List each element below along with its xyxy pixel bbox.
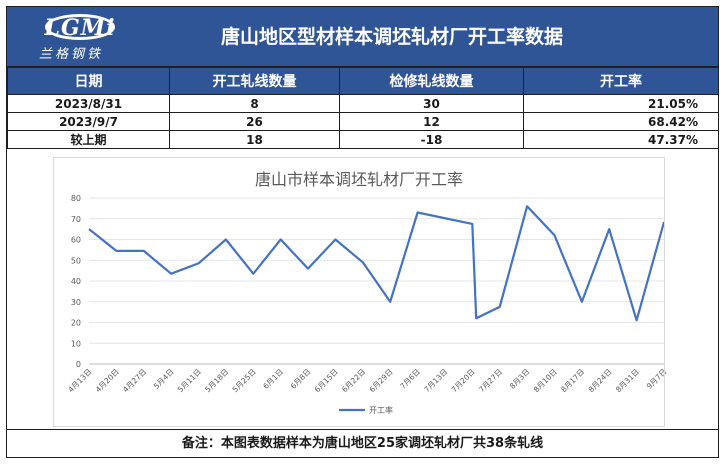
y-tick-label: 30: [71, 298, 81, 307]
chart-title: 唐山市样本调坯轧材厂开工率: [255, 170, 463, 189]
cell-active-lines: 8: [169, 94, 340, 113]
chart-container: 唐山市样本调坯轧材厂开工率 0 10 20 30 40 50 60 70 80 4月13日 4月2…: [13, 153, 713, 431]
y-tick-label: 70: [71, 215, 81, 224]
y-tick-label: 60: [71, 236, 81, 245]
cell-utilization-rate: 68.42%: [523, 112, 719, 131]
y-tick-label: 20: [71, 319, 81, 328]
brand-logo: LGMi 兰格钢铁: [25, 13, 135, 62]
report-frame: LGMi 兰格钢铁 唐山地区型材样本调坯轧材厂开工率数据 日期 开工轧线数量 检…: [6, 6, 719, 458]
table-row: 较上期 18 -18 47.37%: [7, 130, 719, 149]
cell-maintenance-lines: 30: [339, 94, 524, 113]
column-header-date: 日期: [7, 67, 170, 95]
cell-date: 2023/8/31: [7, 94, 170, 113]
header-banner: LGMi 兰格钢铁 唐山地区型材样本调坯轧材厂开工率数据: [7, 7, 718, 67]
page-title: 唐山地区型材样本调坯轧材厂开工率数据: [220, 26, 563, 48]
table-row: 2023/8/31 8 30 21.05%: [7, 94, 719, 113]
cell-date: 较上期: [7, 130, 170, 149]
cell-utilization-rate: 47.37%: [523, 130, 719, 149]
column-header-maintenance-lines: 检修轧线数量: [339, 67, 524, 95]
column-header-active-lines: 开工轧线数量: [169, 67, 340, 95]
cell-maintenance-lines: 12: [339, 112, 524, 131]
summary-table: 日期 开工轧线数量 检修轧线数量 开工率 2023/8/31 8 30 21.0…: [7, 67, 719, 149]
table-header-row: 日期 开工轧线数量 检修轧线数量 开工率: [7, 67, 719, 95]
logo-mark: LGMi: [25, 13, 125, 43]
column-header-utilization-rate: 开工率: [523, 67, 719, 95]
logo-subtitle: 兰格钢铁: [39, 47, 104, 62]
cell-maintenance-lines: -18: [339, 130, 524, 149]
logo-oval: [45, 14, 115, 40]
series-line: [88, 205, 666, 322]
y-tick-label: 10: [71, 339, 81, 348]
y-tick-label: 80: [71, 194, 81, 203]
legend-label: 开工率: [369, 405, 393, 415]
cell-active-lines: 18: [169, 130, 340, 149]
table-row: 2023/9/7 26 12 68.42%: [7, 112, 719, 131]
y-tick-label: 50: [71, 256, 81, 265]
cell-active-lines: 26: [169, 112, 340, 131]
footer-note: 备注：本图表数据样本为唐山地区25家调坯轧材厂共38条轧线: [7, 429, 718, 457]
y-tick-label: 0: [76, 360, 81, 369]
chart-area-border: [53, 157, 665, 427]
logo-letters: LGMi: [44, 15, 116, 41]
cell-utilization-rate: 21.05%: [523, 94, 719, 113]
cell-date: 2023/9/7: [7, 112, 170, 131]
y-tick-label: 40: [71, 277, 81, 286]
